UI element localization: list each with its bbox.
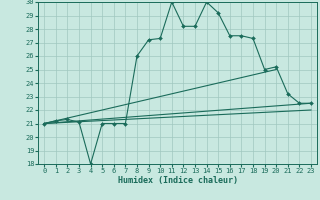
X-axis label: Humidex (Indice chaleur): Humidex (Indice chaleur) [118, 176, 238, 185]
